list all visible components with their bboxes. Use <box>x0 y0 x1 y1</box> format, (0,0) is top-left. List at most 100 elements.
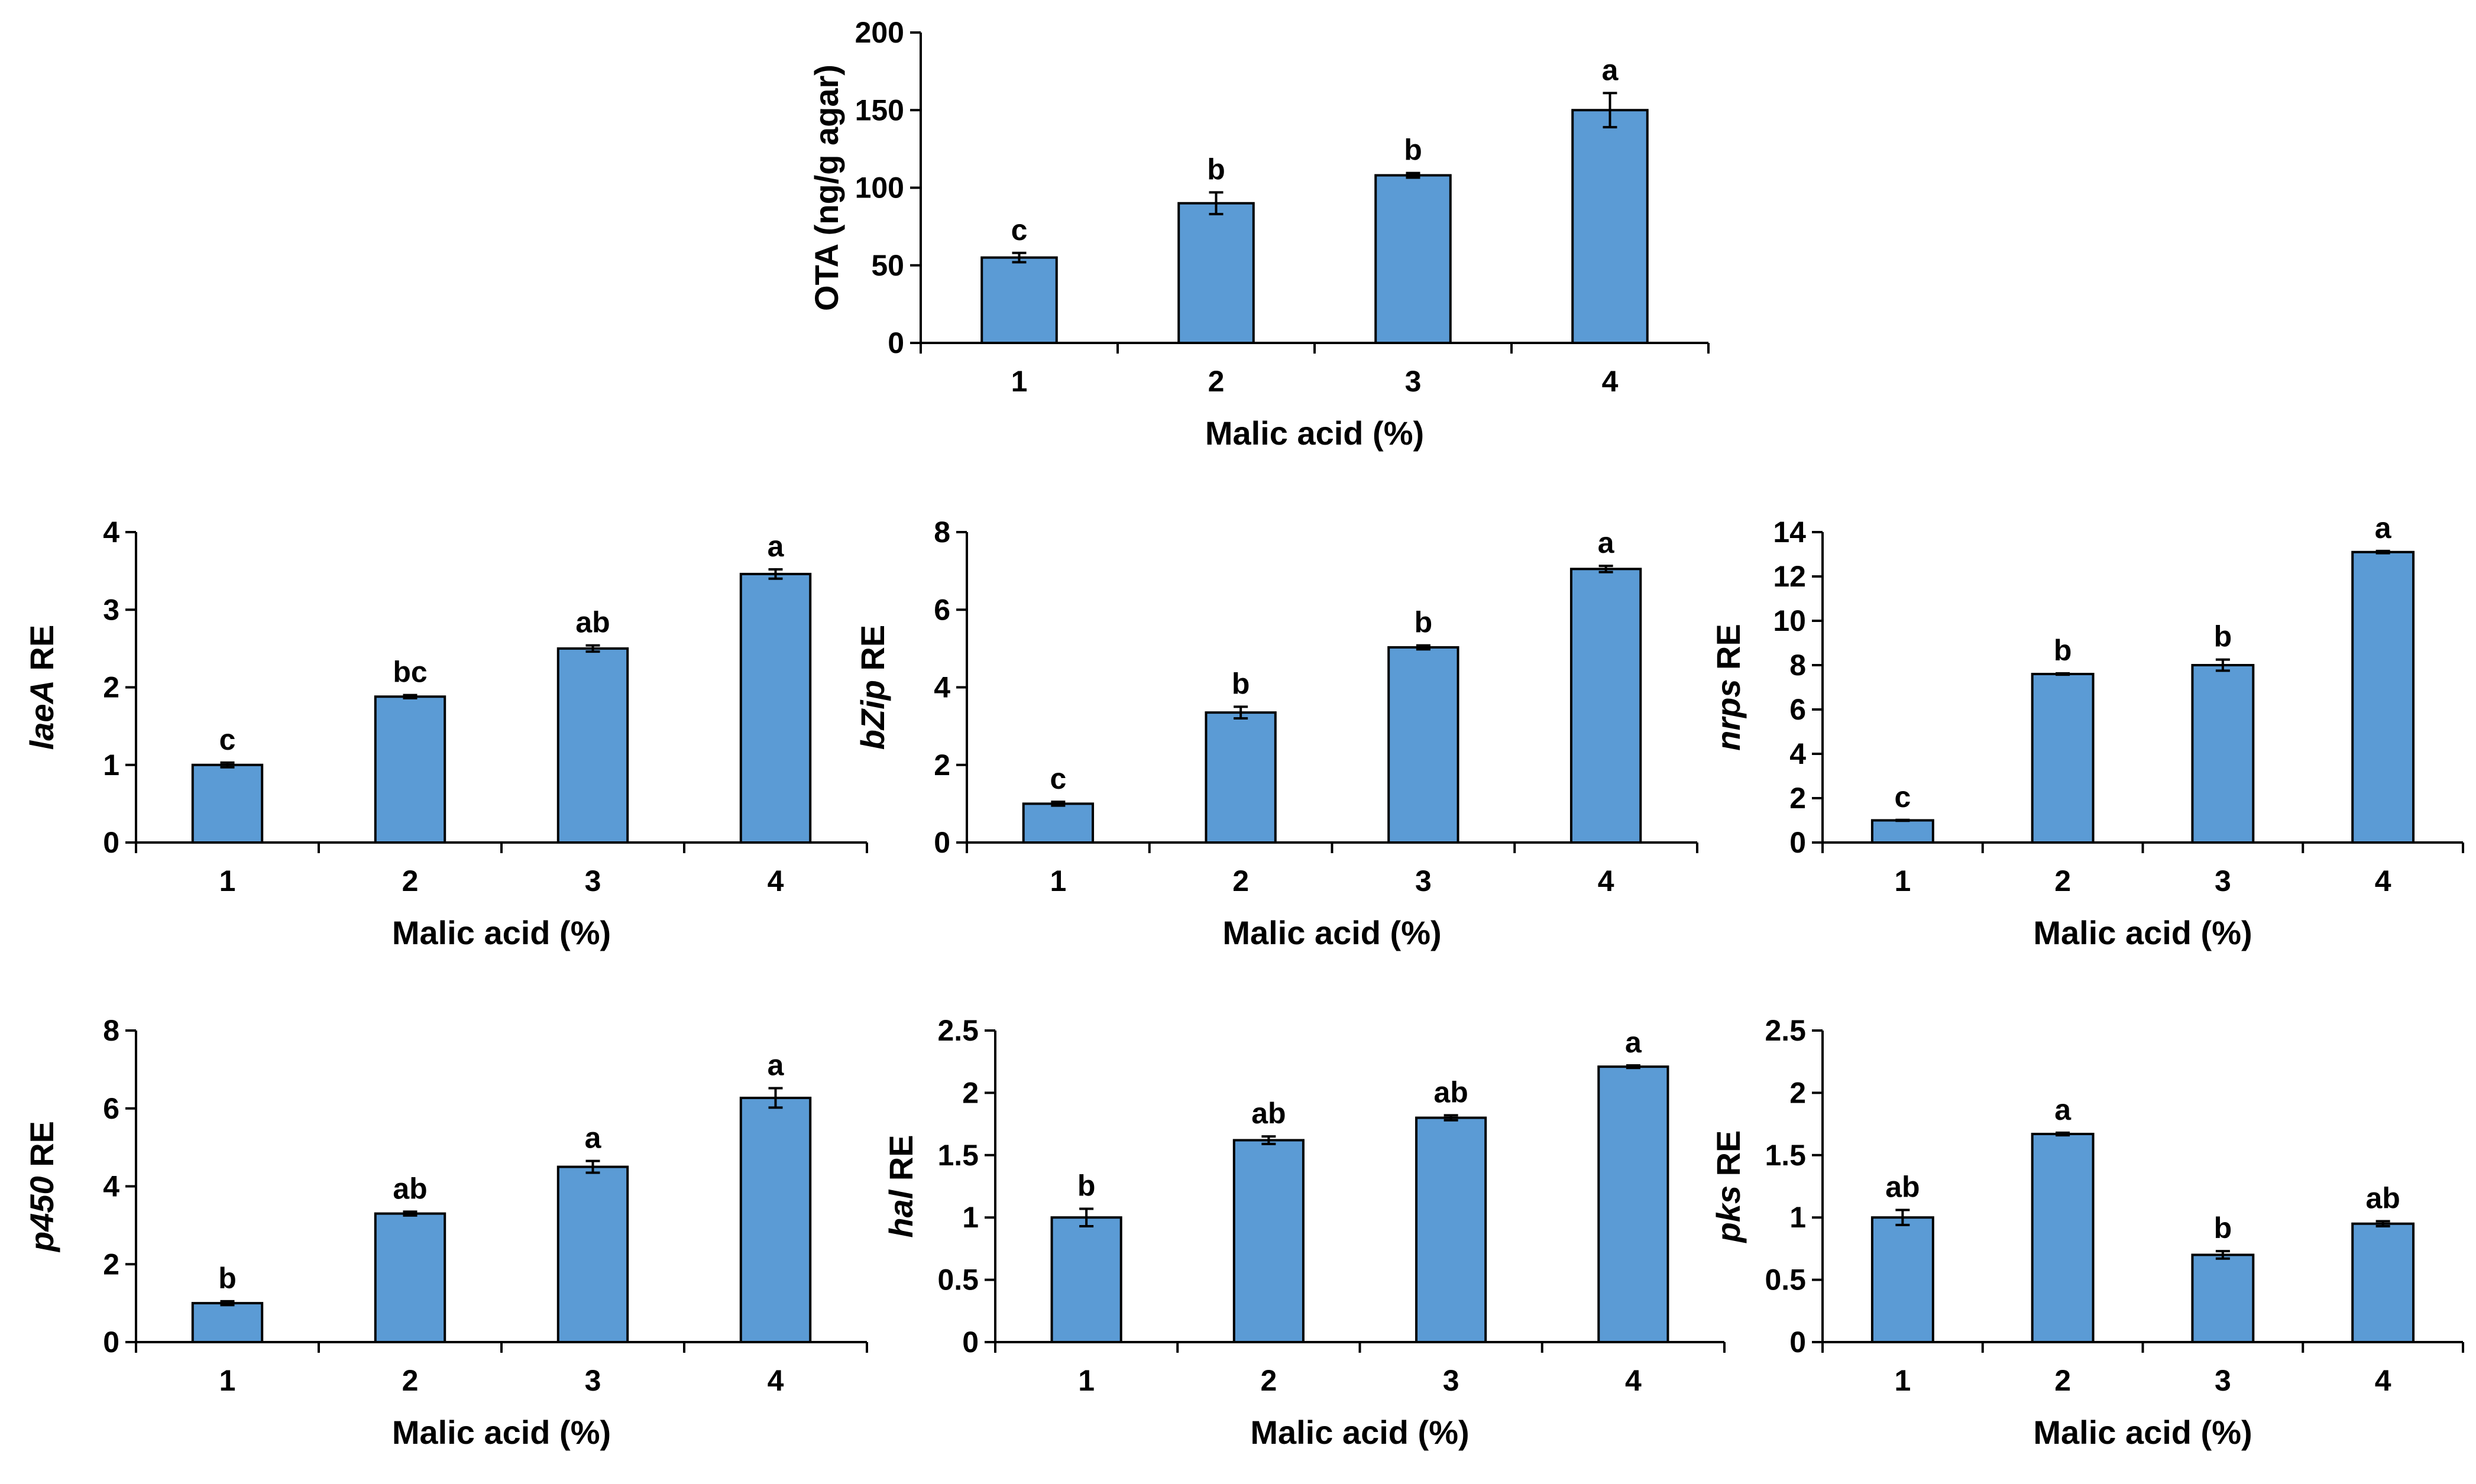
y-tick-label: 0 <box>103 1326 119 1359</box>
y-tick-label: 2 <box>1789 1076 1806 1109</box>
y-tick-label: 14 <box>1773 516 1806 549</box>
y-axis-title-part: nrps <box>1710 679 1747 751</box>
significance-label: b <box>1232 667 1250 700</box>
x-axis-title: Malic acid (%) <box>2033 1414 2252 1451</box>
significance-label: b <box>1415 606 1433 639</box>
x-tick-label: 4 <box>768 1364 784 1397</box>
significance-label: b <box>218 1262 237 1295</box>
y-tick-label: 150 <box>855 93 904 127</box>
y-tick-label: 0 <box>1789 826 1806 859</box>
significance-label: b <box>2214 1211 2232 1245</box>
x-tick-label: 3 <box>1443 1364 1459 1397</box>
x-tick-label: 4 <box>768 864 784 897</box>
y-tick-label: 1 <box>103 749 119 782</box>
bar <box>739 572 812 844</box>
significance-label: a <box>1602 53 1619 86</box>
y-tick-label: 2.5 <box>1765 1014 1806 1047</box>
y-tick-label: 2 <box>103 1248 119 1281</box>
chart-laeA: 0 1 2 3 4 c 1 bc 2 ab 3 a 4 Malic acid (%) laeA RE <box>23 516 868 951</box>
y-tick-label: 4 <box>103 1170 119 1203</box>
y-axis-title-part: p450 <box>23 1176 60 1253</box>
y-axis-title-part: pks <box>1710 1185 1747 1244</box>
y-tick-label: 0.5 <box>937 1263 979 1297</box>
chart-ota: 0 50 100 150 200 c 1 b 2 b 3 a 4 Malic acid (%) OTA (n… <box>808 16 1710 452</box>
significance-label: a <box>585 1122 602 1155</box>
significance-label: a <box>1625 1026 1642 1059</box>
bar <box>556 647 629 844</box>
y-tick-label: 1 <box>962 1201 979 1234</box>
significance-label: a <box>768 1048 785 1081</box>
y-tick-label: 12 <box>1773 560 1806 593</box>
y-axis-title: hal RE <box>882 1135 920 1237</box>
y-tick-label: 4 <box>934 671 950 704</box>
significance-label: a <box>1598 526 1615 559</box>
significance-label: b <box>1207 153 1225 186</box>
significance-label: c <box>1050 762 1066 795</box>
x-tick-label: 2 <box>402 864 419 897</box>
bar <box>1387 646 1459 844</box>
bar <box>1870 819 1934 844</box>
x-axis-title: Malic acid (%) <box>1205 414 1424 452</box>
y-axis-title: OTA (ng/g agar) <box>808 64 845 311</box>
bar <box>374 1212 446 1344</box>
y-axis-title-part: hal <box>882 1189 920 1237</box>
y-tick-label: 6 <box>934 593 950 626</box>
bar <box>1050 1216 1122 1343</box>
x-tick-label: 4 <box>1598 864 1614 897</box>
x-tick-label: 2 <box>402 1364 419 1397</box>
x-tick-label: 4 <box>2375 1364 2391 1397</box>
x-tick-label: 4 <box>1602 365 1619 398</box>
bar <box>2031 673 2095 844</box>
y-tick-label: 0 <box>103 826 119 859</box>
bar <box>374 695 446 844</box>
significance-label: b <box>2214 620 2232 653</box>
significance-label: a <box>2375 511 2392 545</box>
chart-hal: 0 0.5 1 1.5 2 2.5 b 1 ab 2 ab 3 a 4 Malic acid (%) hal … <box>882 1014 1726 1451</box>
y-tick-label: 1.5 <box>937 1139 979 1172</box>
y-axis-title: bZip RE <box>854 625 891 750</box>
bar <box>1597 1065 1669 1343</box>
y-tick-label: 2 <box>962 1076 979 1109</box>
bar <box>1232 1139 1305 1344</box>
bar <box>1569 568 1642 844</box>
y-tick-label: 0 <box>934 826 950 859</box>
bar <box>980 256 1058 344</box>
y-tick-label: 0.5 <box>1765 1263 1806 1297</box>
y-tick-label: 4 <box>1789 737 1806 770</box>
y-axis-title-part: bZip <box>854 680 891 750</box>
x-axis-title: Malic acid (%) <box>392 1414 611 1451</box>
bar <box>1374 174 1452 344</box>
significance-label: ab <box>1433 1075 1468 1109</box>
x-axis-title: Malic acid (%) <box>392 914 611 951</box>
x-tick-label: 3 <box>585 864 601 897</box>
y-tick-label: 6 <box>103 1092 119 1125</box>
y-axis-title-part: RE <box>23 1121 60 1176</box>
x-tick-label: 2 <box>2054 1364 2071 1397</box>
y-axis-title: laeA RE <box>23 625 60 750</box>
y-tick-label: 0 <box>962 1326 979 1359</box>
y-tick-label: 6 <box>1789 693 1806 726</box>
x-tick-label: 1 <box>1078 1364 1095 1397</box>
bar <box>1870 1216 1934 1343</box>
chart-pks: 0 0.5 1 1.5 2 2.5 ab 1 a 2 b 3 ab 4 Malic acid (%) pks … <box>1710 1014 2464 1451</box>
significance-label: b <box>1404 134 1422 167</box>
x-axis-title: Malic acid (%) <box>2033 914 2252 951</box>
chart-nrps: 0 2 4 6 8 10 12 14 c 1 b 2 b 3 a 4 Malic acid (%) nrps RE <box>1710 511 2464 951</box>
y-tick-label: 1.5 <box>1765 1139 1806 1172</box>
x-tick-label: 3 <box>2215 864 2231 897</box>
significance-label: a <box>768 530 785 563</box>
x-tick-label: 1 <box>1894 1364 1911 1397</box>
bar <box>1205 711 1277 844</box>
significance-label: b <box>2054 634 2072 667</box>
y-tick-label: 8 <box>103 1014 119 1047</box>
y-tick-label: 3 <box>103 593 119 626</box>
x-tick-label: 2 <box>1232 864 1249 897</box>
significance-label: c <box>219 723 236 756</box>
y-tick-label: 2 <box>1789 782 1806 815</box>
y-axis-title-part: RE <box>882 1135 920 1190</box>
significance-label: ab <box>1251 1097 1286 1130</box>
significance-label: ab <box>575 606 610 639</box>
x-tick-label: 2 <box>1260 1364 1277 1397</box>
y-axis-title-part: OTA (ng/g agar) <box>808 64 845 311</box>
chart-p450: 0 2 4 6 8 b 1 ab 2 a 3 a 4 Malic acid (%) p450 RE <box>23 1014 868 1451</box>
